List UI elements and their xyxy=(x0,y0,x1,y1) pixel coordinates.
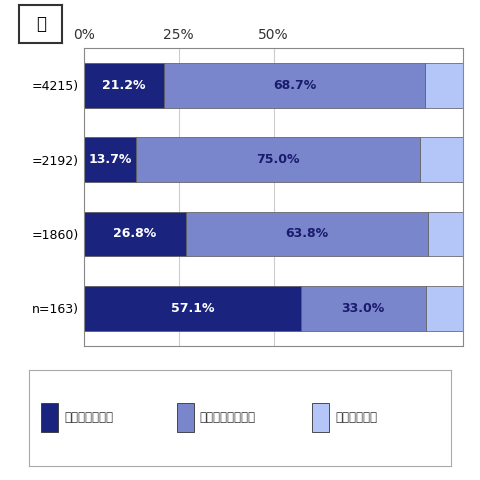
Text: 57.1%: 57.1% xyxy=(170,302,214,315)
Text: 13.7%: 13.7% xyxy=(88,153,132,166)
Text: 規定されている: 規定されている xyxy=(65,411,114,424)
Text: 75.0%: 75.0% xyxy=(256,153,300,166)
Bar xyxy=(426,286,463,331)
FancyBboxPatch shape xyxy=(312,403,329,432)
FancyBboxPatch shape xyxy=(41,403,59,432)
Bar xyxy=(428,212,463,256)
Text: 68.7%: 68.7% xyxy=(273,79,316,92)
Text: 26.8%: 26.8% xyxy=(113,228,156,240)
Text: 規定されてい: 規定されてい xyxy=(335,411,377,424)
Bar xyxy=(136,137,420,182)
Bar xyxy=(164,63,425,108)
Text: 規定されていない: 規定されていない xyxy=(200,411,256,424)
Bar xyxy=(84,63,164,108)
Bar xyxy=(84,286,300,331)
Text: 21.2%: 21.2% xyxy=(102,79,146,92)
FancyBboxPatch shape xyxy=(177,403,193,432)
Text: 別: 別 xyxy=(36,15,46,33)
Bar xyxy=(300,286,426,331)
Bar xyxy=(84,137,136,182)
Text: 63.8%: 63.8% xyxy=(285,228,328,240)
Bar xyxy=(84,212,186,256)
Bar xyxy=(420,137,463,182)
Bar xyxy=(186,212,428,256)
Text: 33.0%: 33.0% xyxy=(341,302,384,315)
Bar xyxy=(425,63,463,108)
